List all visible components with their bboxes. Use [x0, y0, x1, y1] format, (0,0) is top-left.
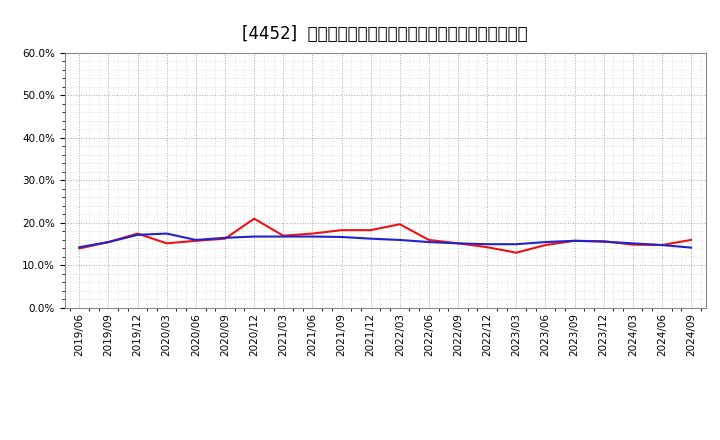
現預金 — [75, 246, 84, 251]
有利子負債 — [657, 242, 666, 248]
現預金 — [687, 237, 696, 242]
Line: 有利子負債: 有利子負債 — [79, 234, 691, 248]
有利子負債 — [279, 234, 287, 239]
現預金 — [395, 222, 404, 227]
現預金 — [163, 241, 171, 246]
現預金 — [512, 250, 521, 255]
有利子負債 — [541, 239, 550, 245]
現預金 — [308, 231, 317, 236]
現預金 — [570, 238, 579, 243]
現預金 — [366, 227, 375, 233]
有利子負債 — [425, 239, 433, 245]
有利子負債 — [192, 237, 200, 242]
現預金 — [657, 242, 666, 248]
現預金 — [337, 227, 346, 233]
有利子負債 — [570, 238, 579, 243]
現預金 — [133, 231, 142, 236]
現預金 — [104, 239, 113, 245]
現預金 — [250, 216, 258, 221]
現預金 — [220, 236, 229, 241]
現預金 — [599, 238, 608, 244]
現預金 — [541, 242, 550, 248]
有利子負債 — [133, 232, 142, 238]
有利子負債 — [599, 239, 608, 244]
有利子負債 — [512, 242, 521, 247]
現預金 — [483, 245, 492, 250]
有利子負債 — [337, 235, 346, 240]
有利子負債 — [220, 235, 229, 240]
有利子負債 — [250, 234, 258, 239]
現預金 — [279, 233, 287, 238]
現預金 — [454, 241, 462, 246]
Title: [4452]  現預金、有利子負債の総資産に対する比率の推移: [4452] 現預金、有利子負債の総資産に対する比率の推移 — [243, 25, 528, 43]
現預金 — [192, 238, 200, 243]
Line: 現預金: 現預金 — [79, 219, 691, 253]
有利子負債 — [75, 245, 84, 250]
有利子負債 — [687, 245, 696, 250]
有利子負債 — [395, 237, 404, 242]
有利子負債 — [483, 242, 492, 247]
有利子負債 — [104, 239, 113, 245]
有利子負債 — [454, 241, 462, 246]
現預金 — [425, 237, 433, 242]
有利子負債 — [308, 234, 317, 239]
現預金 — [629, 242, 637, 247]
有利子負債 — [629, 241, 637, 246]
有利子負債 — [163, 231, 171, 236]
有利子負債 — [366, 236, 375, 241]
